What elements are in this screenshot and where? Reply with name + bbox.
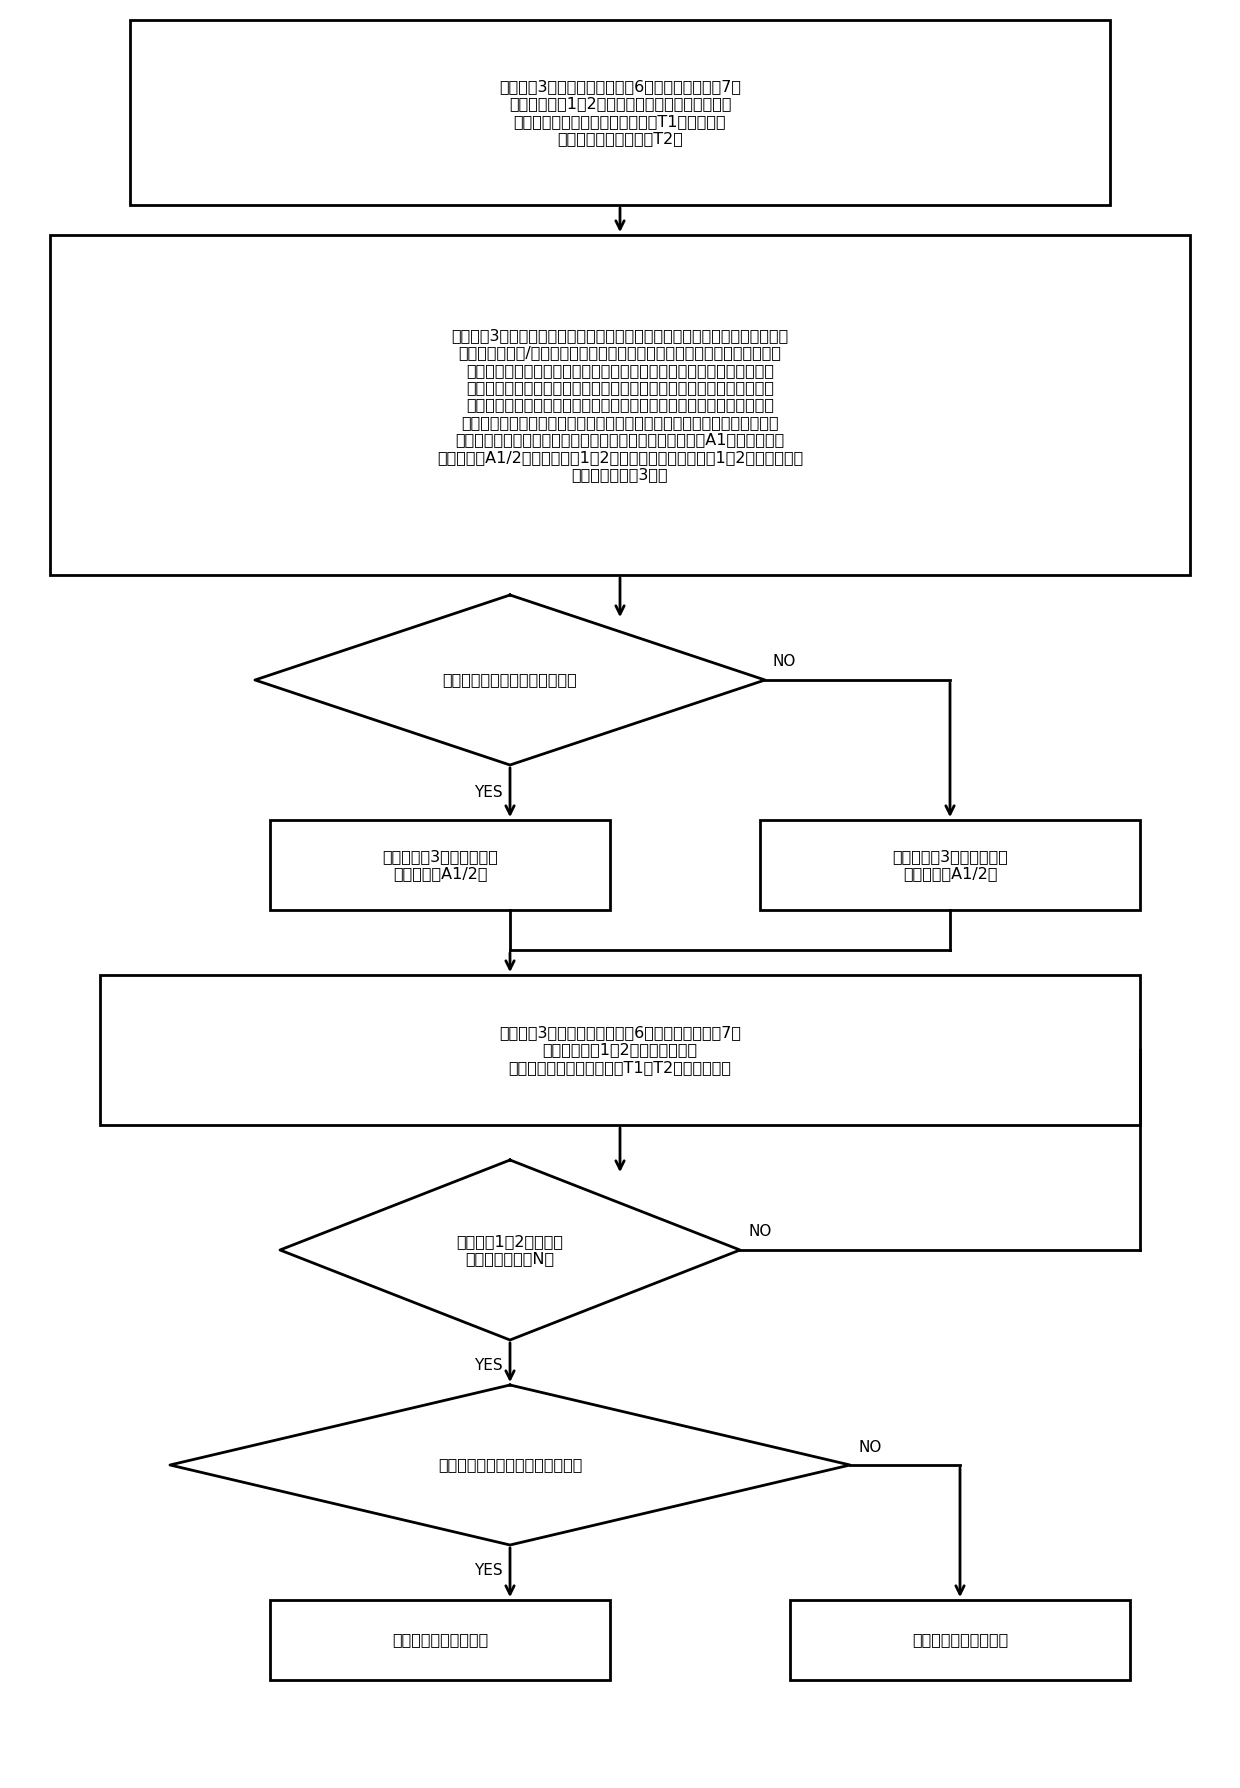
FancyBboxPatch shape [760, 821, 1140, 910]
FancyBboxPatch shape [790, 1600, 1130, 1681]
Text: NO: NO [858, 1439, 882, 1454]
Text: 阴阳转子1、2是否同步
转动到设定圈数N？: 阴阳转子1、2是否同步 转动到设定圈数N？ [456, 1234, 563, 1266]
FancyBboxPatch shape [270, 1600, 610, 1681]
Text: 由控制器3控制动转子由初始位置分别沿逆时针方向和顺时针方向各转动一次，
当该动转子沿逆/顺时针方向转动至与静转子的一侧相抵时，该动转子停止，
动转子对应的伺服驱: 由控制器3控制动转子由初始位置分别沿逆时针方向和顺时针方向各转动一次， 当该动转… [436, 327, 804, 483]
FancyBboxPatch shape [50, 234, 1190, 576]
Text: 是否接收到两者相抵的触发信号？: 是否接收到两者相抵的触发信号？ [438, 1457, 583, 1473]
Polygon shape [280, 1160, 740, 1339]
Text: 则判定机组工作异常。: 则判定机组工作异常。 [392, 1632, 489, 1647]
Text: NO: NO [773, 654, 796, 669]
Text: YES: YES [474, 785, 502, 799]
Text: YES: YES [474, 1359, 502, 1373]
FancyBboxPatch shape [130, 20, 1110, 206]
Text: NO: NO [748, 1225, 771, 1239]
FancyBboxPatch shape [270, 821, 610, 910]
FancyBboxPatch shape [100, 974, 1140, 1125]
Text: 动转子先逆时针后顺时针旋转？: 动转子先逆时针后顺时针旋转？ [443, 672, 578, 688]
Text: YES: YES [474, 1563, 502, 1579]
Text: 由控制器3通过第一伺服驱动器6和第二伺服驱动器7，
控制阴阳转子1、2缓慢同步转动，
且设置两个伺服电机的扭矩T1、T2相同或接近；: 由控制器3通过第一伺服驱动器6和第二伺服驱动器7， 控制阴阳转子1、2缓慢同步转… [498, 1025, 742, 1075]
Text: 则判定机组工作正常。: 则判定机组工作正常。 [911, 1632, 1008, 1647]
Polygon shape [255, 595, 765, 765]
Text: 由控制器3通过第一伺服驱动器6和第二伺服驱动器7，
控制阴阳转子1、2其中之一静止，另一缓慢转动，
设置动转子对应的伺服电机的扭矩T1小于静转子
对应的伺服电机: 由控制器3通过第一伺服驱动器6和第二伺服驱动器7， 控制阴阳转子1、2其中之一静… [498, 79, 742, 147]
Text: 则由控制器3控制该动转子
逆时针旋转A1/2；: 则由控制器3控制该动转子 逆时针旋转A1/2； [382, 849, 498, 881]
Text: 则由控制器3控制该动转子
顺时针旋转A1/2；: 则由控制器3控制该动转子 顺时针旋转A1/2； [892, 849, 1008, 881]
Polygon shape [170, 1386, 849, 1545]
